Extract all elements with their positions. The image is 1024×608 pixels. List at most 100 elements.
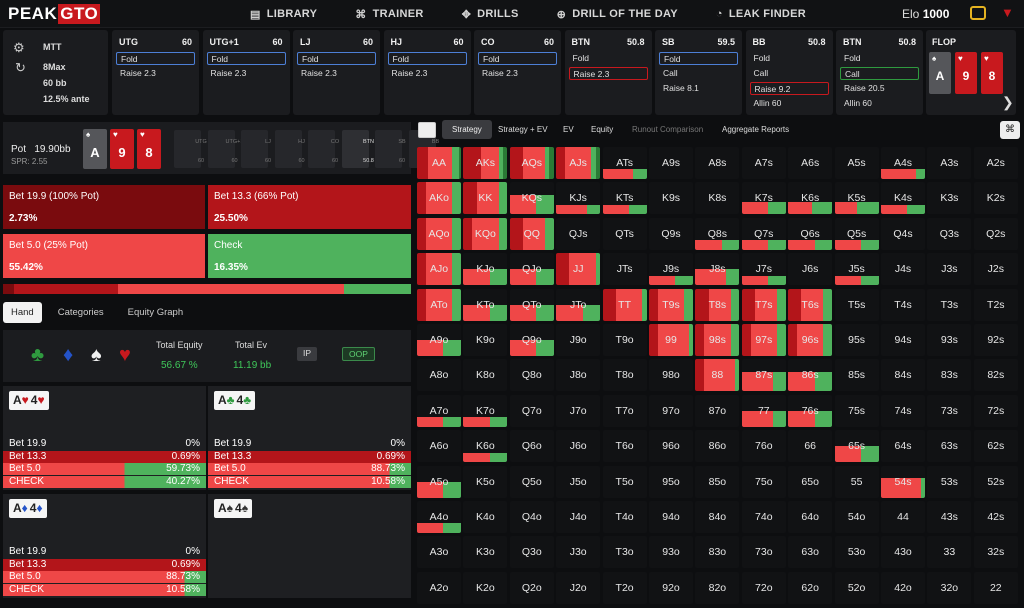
position-card-btn[interactable]: BTN 50.8 Fold Raise 2.3 xyxy=(564,30,652,115)
position-card-lj[interactable]: LJ 60 Fold Raise 2.3 xyxy=(293,30,380,115)
hand-cell[interactable]: 32s xyxy=(973,536,1018,569)
hand-cell[interactable]: 88 xyxy=(695,359,740,392)
hand-cell[interactable]: A3s xyxy=(927,147,972,179)
action-option[interactable]: Fold xyxy=(116,52,195,65)
hand-cell[interactable]: K9o xyxy=(463,324,508,356)
hand-cell[interactable]: 65o xyxy=(788,465,833,498)
hand-cell[interactable]: A4s xyxy=(881,147,925,179)
hand-cell[interactable]: A2s xyxy=(973,147,1018,179)
hand-cell[interactable]: Q4o xyxy=(509,501,554,533)
action-option[interactable]: Raise 2.3 xyxy=(210,68,247,78)
tab-strategy-ev[interactable]: Strategy + EV xyxy=(498,125,548,134)
hand-cell[interactable]: K5o xyxy=(463,465,508,498)
chevron-right-icon[interactable]: ❯ xyxy=(1002,94,1014,110)
hand-cell[interactable]: J8o xyxy=(556,359,601,392)
hand-cell[interactable]: JJ xyxy=(556,253,601,286)
action-option[interactable]: Fold xyxy=(297,52,376,65)
hand-cell[interactable]: K5s xyxy=(834,182,879,215)
hand-cell[interactable]: 83o xyxy=(695,536,740,569)
hand-cell[interactable]: KTo xyxy=(463,288,508,321)
tab-strategy[interactable]: Strategy xyxy=(442,120,492,139)
hand-cell[interactable]: K4s xyxy=(881,182,925,215)
hand-cell[interactable]: 65s xyxy=(834,430,879,463)
hand-cell[interactable]: A5s xyxy=(834,147,879,179)
hand-cell[interactable]: T7s xyxy=(741,288,786,321)
hand-cell[interactable]: J6o xyxy=(556,430,601,463)
nav-trainer[interactable]: ⌘ TRAINER xyxy=(355,8,424,21)
hand-cell[interactable]: A6o xyxy=(417,430,461,463)
hand-cell[interactable]: 43s xyxy=(927,501,972,533)
hand-cell[interactable]: K8s xyxy=(695,182,740,215)
hand-cell[interactable]: J7o xyxy=(556,394,601,427)
action-option[interactable]: Raise 9.2 xyxy=(749,82,829,95)
hand-cell[interactable]: J9s xyxy=(649,253,693,286)
hand-cell[interactable]: J9o xyxy=(556,324,601,356)
action-option[interactable]: Fold xyxy=(659,52,738,65)
tab-equity[interactable]: Equity xyxy=(591,125,614,134)
hand-cell[interactable]: QQ xyxy=(509,217,554,250)
hand-cell[interactable]: KK xyxy=(463,182,508,215)
hand-cell[interactable]: J8s xyxy=(695,253,740,286)
hand-cell[interactable]: A9o xyxy=(417,324,461,356)
strategy-action-2[interactable]: Bet 5.0 (25% Pot) 55.42% xyxy=(3,234,205,278)
hand-cell[interactable]: 42s xyxy=(973,501,1018,533)
hand-cell[interactable]: Q9s xyxy=(649,217,693,250)
hand-cell[interactable]: 94s xyxy=(881,324,925,356)
hand-cell[interactable]: J3s xyxy=(927,253,972,286)
hand-cell[interactable]: 32o xyxy=(927,571,972,604)
hand-cell[interactable]: A6s xyxy=(788,147,833,179)
hand-cell[interactable]: 76o xyxy=(741,430,786,463)
hand-cell[interactable]: 96o xyxy=(649,430,693,463)
hand-cell[interactable]: K7o xyxy=(463,394,508,427)
hand-cell[interactable]: 63o xyxy=(788,536,833,569)
hand-cell[interactable]: AQs xyxy=(509,147,554,179)
hand-cell[interactable]: A8s xyxy=(695,147,740,179)
spade-filter-icon[interactable]: ♠ xyxy=(91,344,102,366)
hand-cell[interactable]: 52o xyxy=(834,571,879,604)
hand-cell[interactable]: 74s xyxy=(881,394,925,427)
hand-cell[interactable]: KQo xyxy=(463,217,508,250)
hand-cell[interactable]: AQo xyxy=(417,217,461,250)
oop-toggle[interactable]: OOP xyxy=(342,347,375,361)
hand-cell[interactable]: 82s xyxy=(973,359,1018,392)
hand-cell[interactable]: 95o xyxy=(649,465,693,498)
hand-cell[interactable]: 42o xyxy=(881,571,925,604)
refresh-icon[interactable]: ↻ xyxy=(15,60,26,75)
hand-cell[interactable]: 63s xyxy=(927,430,972,463)
hand-cell[interactable]: J5o xyxy=(556,465,601,498)
trophy-icon[interactable]: ▼ xyxy=(1001,5,1014,20)
hand-cell[interactable]: A5o xyxy=(417,465,461,498)
hand-cell[interactable]: T7o xyxy=(602,394,647,427)
hand-combo-box[interactable]: A♣ 4♣ Bet 19.9 0% Bet 13.3 0.69% Bet 5.0 88.73%… xyxy=(208,386,411,490)
hand-cell[interactable]: T5o xyxy=(602,465,647,498)
hand-cell[interactable]: K8o xyxy=(463,359,508,392)
hand-cell[interactable]: Q9o xyxy=(509,324,554,356)
hand-cell[interactable]: 84o xyxy=(695,501,740,533)
action-option[interactable]: Raise 2.3 xyxy=(482,68,518,78)
hand-cell[interactable]: 85o xyxy=(695,465,740,498)
hand-cell[interactable]: 73o xyxy=(741,536,786,569)
hand-cell[interactable]: KQs xyxy=(509,182,554,215)
hand-cell[interactable]: 98s xyxy=(695,324,740,356)
action-option[interactable]: Call xyxy=(663,68,678,78)
hand-cell[interactable]: 97s xyxy=(741,324,786,356)
chat-icon[interactable] xyxy=(970,6,986,20)
hand-cell[interactable]: 92s xyxy=(973,324,1018,356)
hand-cell[interactable]: 87o xyxy=(695,394,740,427)
action-option[interactable]: Raise 8.1 xyxy=(663,83,699,93)
hand-cell[interactable]: KJs xyxy=(556,182,601,215)
gamepad-icon[interactable]: ⌘ xyxy=(1000,121,1020,139)
hand-cell[interactable]: Q3s xyxy=(927,217,972,250)
hand-cell[interactable]: 87s xyxy=(741,359,786,392)
hand-cell[interactable]: 84s xyxy=(881,359,925,392)
hand-cell[interactable]: 73s xyxy=(927,394,972,427)
hand-cell[interactable]: Q4s xyxy=(881,217,925,250)
hand-cell[interactable]: JTs xyxy=(602,253,647,286)
hand-cell[interactable]: K6o xyxy=(463,430,508,463)
hand-cell[interactable]: A4o xyxy=(417,501,461,533)
action-option[interactable]: Fold xyxy=(478,52,557,65)
hand-cell[interactable]: 54o xyxy=(834,501,879,533)
tab-hand[interactable]: Hand xyxy=(3,301,42,323)
hand-cell[interactable]: A8o xyxy=(417,359,461,392)
hand-cell[interactable]: J6s xyxy=(788,253,833,286)
